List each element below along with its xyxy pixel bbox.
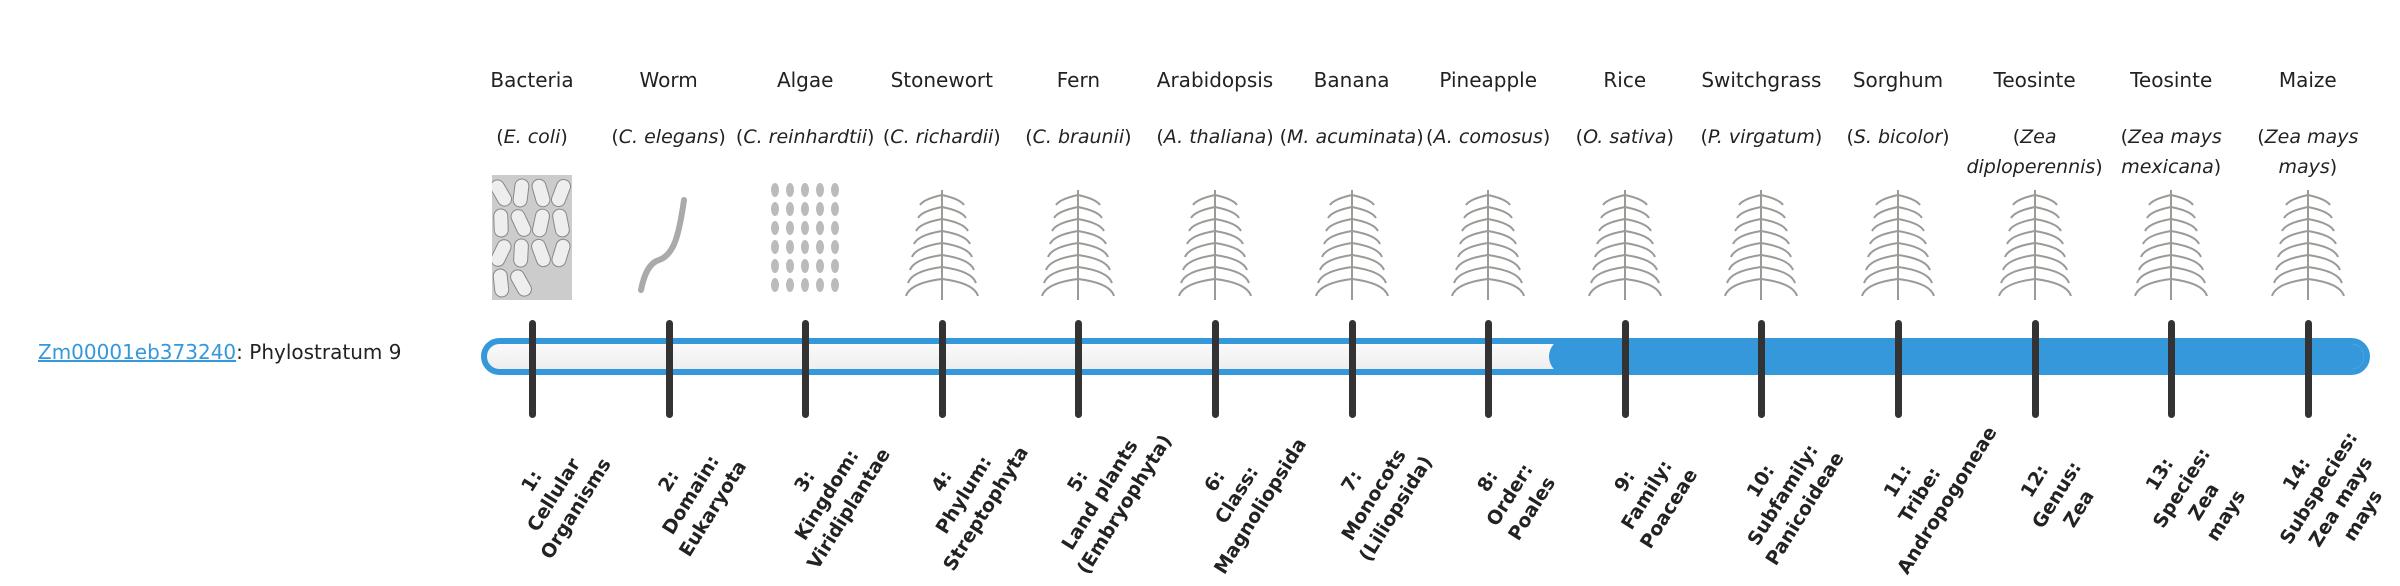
stratum-label: 8: Order: Poales <box>1437 411 1583 580</box>
stratum-tick <box>529 320 536 418</box>
organism-latin-name: (C. braunii) <box>1025 126 1132 148</box>
latin-text: S. bicolor <box>1853 126 1943 148</box>
stratum-tick <box>938 320 946 418</box>
phylostratum-text: : Phylostratum 9 <box>236 340 402 364</box>
organism-common-name: Teosinte <box>2130 68 2213 92</box>
organism-common-name: Maize <box>2278 68 2337 92</box>
stratum-label: 14: Subspecies: Zea mays mays <box>2246 404 2400 586</box>
gene-label: Zm00001eb373240: Phylostratum 9 <box>38 340 401 364</box>
organism-common-name: Bacteria <box>490 68 574 92</box>
organism-latin-name: (A. thaliana) <box>1156 126 1274 148</box>
stratum-label: 9: Family: Poaceae <box>1574 411 1720 580</box>
stratum-label: 13: Species: Zea mays <box>2109 404 2277 586</box>
algae-icon <box>765 175 845 300</box>
latin-text: Zea mays mays <box>2264 126 2359 178</box>
stratum-label: 11: Tribe: Andropogoneae <box>1847 411 2002 580</box>
organism-common-name: Fern <box>1056 68 1101 92</box>
teosinte-icon <box>1995 175 2075 300</box>
fern-icon <box>1038 175 1118 300</box>
stratum-tick <box>1621 320 1629 418</box>
stratum-tick <box>1758 320 1766 418</box>
organism-common-name: Pineapple <box>1439 68 1538 92</box>
stratum-tick <box>665 320 673 418</box>
pineapple-icon <box>1448 175 1528 300</box>
organism-common-name: Teosinte <box>1993 68 2076 92</box>
stratum-tick <box>1212 320 1219 418</box>
organism-latin-name: (C. reinhardtii) <box>735 126 875 148</box>
stonewort-icon <box>902 175 982 300</box>
stratum-tick <box>2168 320 2176 418</box>
organism-common-name: Algae <box>776 68 834 92</box>
latin-text: A. comosus <box>1433 126 1543 148</box>
latin-text: C. braunii <box>1032 126 1125 148</box>
stratum-label: 10: Subfamily: Panicoideae <box>1711 411 1857 580</box>
latin-text: M. acuminata <box>1287 126 1417 148</box>
organism-latin-name: (C. elegans) <box>611 126 726 148</box>
latin-text: C. reinhardtii <box>743 126 868 148</box>
latin-text: P. virgatum <box>1707 126 1815 148</box>
stratum-tick <box>1075 320 1083 418</box>
stratum-tick <box>2304 320 2312 418</box>
latin-text: A. thaliana <box>1163 126 1267 148</box>
worm-icon <box>629 175 709 300</box>
bacteria-icon <box>490 175 572 300</box>
organism-latin-name: (Zea diploperennis) <box>1966 126 2103 178</box>
organism-common-name: Worm <box>639 68 698 92</box>
organism-latin-name: (M. acuminata) <box>1279 126 1424 148</box>
latin-text: C. elegans <box>618 126 719 148</box>
organism-latin-name: (E. coli) <box>496 126 568 148</box>
stratum-label: 3: Kingdom: Viridiplantae <box>754 411 900 580</box>
organism-common-name: Arabidopsis <box>1156 68 1274 92</box>
switchgrass-icon <box>1721 175 1801 300</box>
organism-common-name: Sorghum <box>1852 68 1944 92</box>
organism-common-name: Switchgrass <box>1701 68 1822 92</box>
stratum-tick <box>1485 320 1493 418</box>
banana-icon <box>1312 175 1392 300</box>
maize-icon <box>2268 175 2348 300</box>
stratum-label: 6: Class: Magnoliopsida <box>1164 411 1311 580</box>
stratum-label: 12: Genus: Zea <box>1984 411 2130 580</box>
latin-text: E. coli <box>503 126 561 148</box>
organism-latin-name: (S. bicolor) <box>1846 126 1950 148</box>
sorghum-icon <box>1858 175 1938 300</box>
rice-icon <box>1585 175 1665 300</box>
latin-text: C. richardii <box>890 126 994 148</box>
organism-latin-name: (C. richardii) <box>882 126 1001 148</box>
stratum-label: 1: Cellular Organisms <box>481 411 627 580</box>
teosinte-icon <box>2131 175 2211 300</box>
stratum-label: 7: Monocots (Liliopsida) <box>1301 411 1447 580</box>
organism-latin-name: (P. virgatum) <box>1700 126 1823 148</box>
organism-common-name: Rice <box>1603 68 1647 92</box>
organism-latin-name: (O. sativa) <box>1575 126 1674 148</box>
stratum-tick <box>1348 320 1356 418</box>
organism-common-name: Stonewort <box>890 68 993 92</box>
organism-common-name: Banana <box>1313 68 1390 92</box>
organism-latin-name: (Zea mays mays) <box>2257 126 2359 178</box>
organism-latin-name: (Zea mays mexicana) <box>2120 126 2222 178</box>
stratum-tick <box>802 320 810 418</box>
stratum-tick <box>1895 320 1902 418</box>
stratum-label: 5: Land plants (Embryophyta) <box>1028 411 1177 580</box>
phylostratum-fill <box>1548 344 2364 369</box>
stratum-label: 4: Phylum: Streptophyta <box>891 411 1037 580</box>
latin-text: Zea diploperennis <box>1966 126 2096 178</box>
gene-id-link[interactable]: Zm00001eb373240 <box>38 340 237 364</box>
phylostratum-bar <box>481 338 2370 375</box>
stratum-tick <box>2031 320 2039 418</box>
latin-text: O. sativa <box>1583 126 1667 148</box>
organism-latin-name: (A. comosus) <box>1426 126 1551 148</box>
arabidopsis-icon <box>1175 175 1255 300</box>
stratum-label: 2: Domain: Eukaryota <box>618 411 764 580</box>
latin-text: Zea mays mexicana <box>2121 126 2222 178</box>
